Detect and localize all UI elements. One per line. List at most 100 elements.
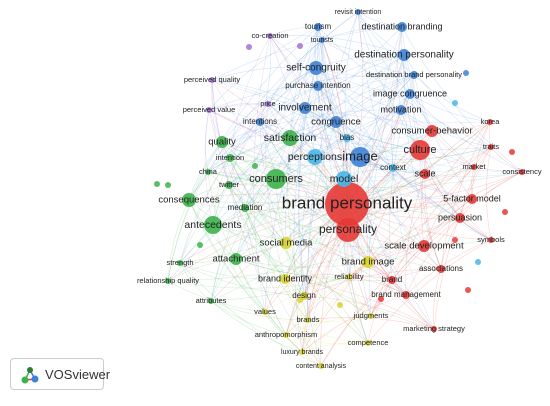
- edge: [212, 224, 266, 313]
- edge: [304, 107, 426, 175]
- node-label: market: [463, 162, 487, 171]
- edge: [285, 261, 369, 336]
- node-label: scale: [414, 168, 435, 178]
- edge: [392, 167, 492, 241]
- node-label: congruence: [311, 117, 361, 128]
- edge: [367, 149, 421, 263]
- node-dot: [452, 237, 458, 243]
- node-label: luxury brands: [281, 349, 324, 356]
- edge: [348, 276, 407, 296]
- node-label: perceptions: [288, 151, 342, 163]
- edge: [409, 93, 461, 219]
- node-label: self-congruity: [286, 63, 345, 74]
- edge: [208, 109, 261, 123]
- edge: [229, 67, 317, 159]
- edge: [317, 85, 426, 175]
- edge: [343, 109, 402, 180]
- edge: [403, 54, 426, 175]
- node: [305, 317, 311, 323]
- node-label: revisit intention: [335, 9, 382, 16]
- edge: [167, 203, 348, 282]
- node-label: consequences: [158, 195, 220, 206]
- edge: [405, 239, 492, 296]
- node-label: judgments: [353, 311, 389, 320]
- node-label: image: [342, 148, 377, 163]
- node-dot: [297, 43, 303, 49]
- edge: [321, 26, 403, 41]
- node-label: mediation: [228, 203, 263, 212]
- edge: [289, 26, 319, 139]
- edge: [301, 167, 394, 353]
- edge: [228, 130, 433, 186]
- node-label: motivation: [380, 104, 421, 114]
- node: [325, 182, 369, 226]
- edge: [167, 171, 209, 282]
- edge: [221, 141, 345, 180]
- edge: [285, 315, 372, 336]
- edge: [419, 149, 492, 241]
- edge: [343, 178, 473, 200]
- edge: [259, 35, 272, 123]
- node-dot: [378, 296, 384, 302]
- edge: [304, 74, 415, 109]
- edge: [244, 167, 394, 209]
- edge: [424, 121, 491, 175]
- node: [350, 147, 370, 167]
- node: [283, 332, 289, 338]
- node-dot: [252, 163, 258, 169]
- node: [488, 237, 494, 243]
- node: [405, 89, 415, 99]
- edge: [359, 156, 442, 270]
- edge: [229, 35, 271, 159]
- edge: [321, 39, 361, 158]
- edge: [212, 121, 261, 226]
- edge: [346, 74, 415, 139]
- node-label: perceived quality: [184, 75, 241, 84]
- node-label: anthropomorphism: [255, 330, 318, 339]
- edge: [285, 242, 393, 281]
- edge: [433, 268, 442, 330]
- edge: [284, 166, 475, 280]
- edge: [210, 178, 277, 302]
- edge: [264, 311, 369, 344]
- node-label: bias: [340, 133, 355, 142]
- node: [182, 193, 196, 207]
- edge: [188, 199, 266, 313]
- edge: [179, 173, 426, 264]
- edge: [317, 26, 394, 169]
- edge: [179, 262, 286, 280]
- node-dot: [246, 44, 252, 50]
- edge: [301, 342, 369, 353]
- node: [204, 216, 222, 234]
- edge: [348, 245, 425, 278]
- edge: [179, 262, 212, 302]
- edge: [208, 103, 306, 111]
- edge: [179, 184, 230, 264]
- node-dot: [475, 259, 481, 265]
- node-label: 5-factor model: [443, 193, 501, 203]
- node: [420, 169, 430, 179]
- node-label: symbols: [477, 235, 505, 244]
- edge: [346, 130, 433, 140]
- edge: [389, 93, 411, 281]
- edge: [424, 173, 492, 241]
- edge: [210, 300, 303, 353]
- edge: [357, 11, 411, 95]
- edge: [211, 79, 230, 186]
- node-label: associations: [419, 264, 463, 273]
- edge: [179, 103, 269, 264]
- edge: [235, 121, 491, 260]
- node: [455, 213, 465, 223]
- edge: [346, 137, 523, 173]
- node-label: marketing strategy: [403, 324, 465, 333]
- edge: [391, 166, 475, 281]
- edge: [167, 141, 223, 282]
- edge: [253, 35, 271, 313]
- node-dot: [165, 182, 171, 188]
- edge: [267, 103, 394, 169]
- edge: [167, 199, 190, 282]
- edge: [269, 26, 319, 37]
- node: [226, 154, 234, 162]
- edge: [359, 146, 492, 160]
